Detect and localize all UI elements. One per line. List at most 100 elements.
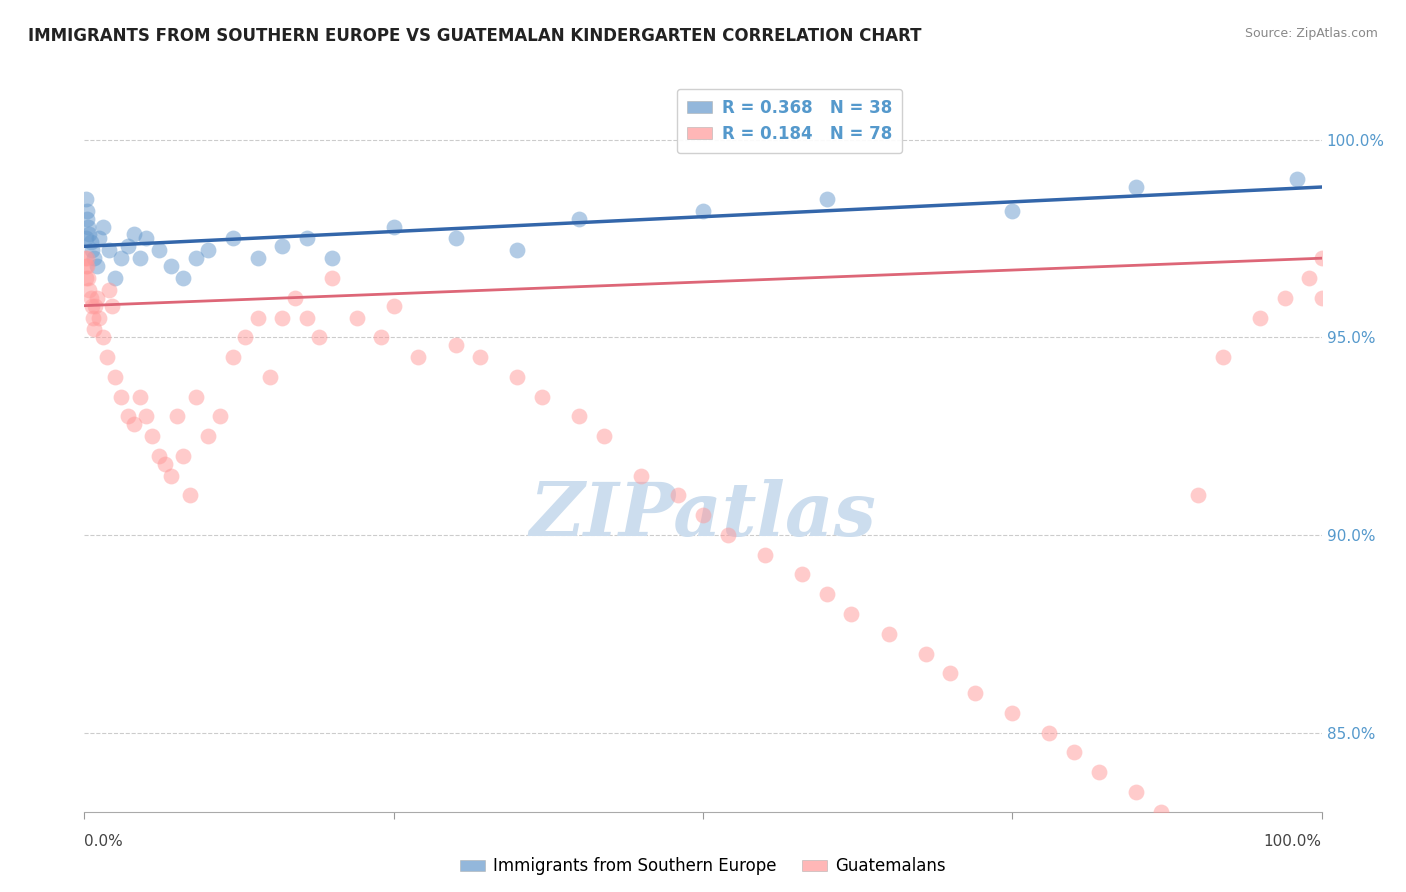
Point [321, 271, 343, 285]
Point [104, 271, 127, 285]
Point [184, 390, 207, 404]
Point [1125, 785, 1147, 799]
Point [1187, 488, 1209, 502]
Point [295, 310, 318, 325]
Point [172, 449, 194, 463]
Point [89, 231, 111, 245]
Point [914, 647, 936, 661]
Point [104, 369, 127, 384]
Point [148, 449, 170, 463]
Text: 100.0%: 100.0% [1264, 834, 1322, 849]
Point [531, 390, 554, 404]
Point [100, 299, 122, 313]
Point [141, 429, 163, 443]
Point [1088, 765, 1111, 780]
Point [382, 299, 405, 313]
Point [89, 310, 111, 325]
Point [184, 251, 207, 265]
Point [98, 244, 121, 258]
Point [76, 259, 98, 273]
Point [80, 244, 103, 258]
Point [790, 567, 813, 582]
Point [179, 488, 201, 502]
Point [75, 271, 97, 285]
Point [91, 330, 114, 344]
Point [135, 409, 157, 424]
Point [91, 219, 114, 234]
Point [75, 192, 97, 206]
Point [233, 330, 256, 344]
Point [754, 548, 776, 562]
Point [79, 283, 101, 297]
Point [1063, 746, 1085, 760]
Point [1285, 172, 1308, 186]
Point [1038, 725, 1060, 739]
Legend: Immigrants from Southern Europe, Guatemalans: Immigrants from Southern Europe, Guatema… [454, 851, 952, 882]
Point [815, 587, 838, 601]
Point [692, 508, 714, 523]
Point [717, 528, 740, 542]
Point [86, 291, 108, 305]
Point [79, 227, 101, 242]
Text: 0.0%: 0.0% [84, 834, 124, 849]
Point [939, 666, 962, 681]
Point [321, 251, 343, 265]
Point [148, 244, 170, 258]
Point [470, 350, 492, 364]
Point [76, 203, 98, 218]
Point [692, 203, 714, 218]
Point [76, 251, 98, 265]
Point [1249, 310, 1271, 325]
Point [117, 239, 139, 253]
Point [568, 409, 591, 424]
Point [1001, 706, 1024, 720]
Point [271, 239, 294, 253]
Point [815, 192, 838, 206]
Point [382, 219, 405, 234]
Point [77, 271, 100, 285]
Point [197, 244, 219, 258]
Point [197, 429, 219, 443]
Point [77, 219, 100, 234]
Point [1150, 805, 1173, 819]
Text: ZIPatlas: ZIPatlas [530, 479, 876, 551]
Point [129, 390, 152, 404]
Point [82, 310, 104, 325]
Point [75, 231, 97, 245]
Point [1125, 180, 1147, 194]
Point [75, 259, 97, 273]
Point [160, 468, 183, 483]
Point [1212, 350, 1234, 364]
Point [370, 330, 392, 344]
Point [877, 627, 900, 641]
Point [96, 350, 118, 364]
Point [284, 291, 307, 305]
Point [666, 488, 689, 502]
Text: IMMIGRANTS FROM SOUTHERN EUROPE VS GUATEMALAN KINDERGARTEN CORRELATION CHART: IMMIGRANTS FROM SOUTHERN EUROPE VS GUATE… [28, 27, 921, 45]
Point [222, 231, 245, 245]
Point [135, 231, 157, 245]
Point [79, 235, 101, 250]
Point [346, 310, 368, 325]
Point [166, 409, 188, 424]
Point [295, 231, 318, 245]
Point [222, 350, 245, 364]
Text: Source: ZipAtlas.com: Source: ZipAtlas.com [1244, 27, 1378, 40]
Point [965, 686, 987, 700]
Point [84, 299, 107, 313]
Point [271, 310, 294, 325]
Point [83, 322, 105, 336]
Point [122, 227, 145, 242]
Point [86, 259, 108, 273]
Point [160, 259, 183, 273]
Point [841, 607, 863, 621]
Point [444, 231, 467, 245]
Point [308, 330, 330, 344]
Point [83, 251, 105, 265]
Point [1001, 203, 1024, 218]
Point [1310, 291, 1333, 305]
Point [209, 409, 232, 424]
Point [630, 468, 652, 483]
Point [568, 211, 591, 226]
Point [408, 350, 430, 364]
